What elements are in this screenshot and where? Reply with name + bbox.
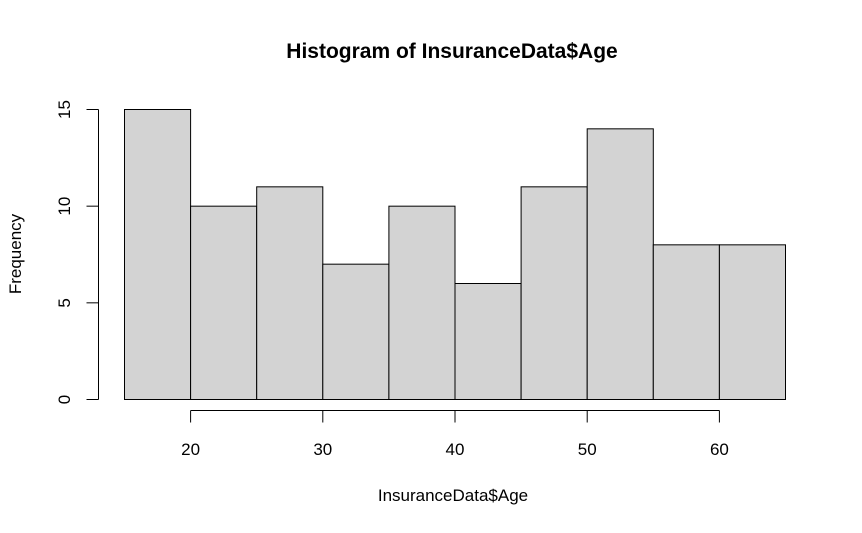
- y-axis-label: Frequency: [6, 213, 25, 294]
- histogram-bar: [718, 244, 787, 400]
- y-axis: 0 5 10 15: [55, 100, 99, 404]
- y-tick-label: 5: [55, 298, 74, 307]
- histogram-bar: [454, 283, 522, 400]
- histogram-bar: [388, 205, 456, 400]
- x-tick-label: 50: [578, 440, 597, 459]
- histogram-bar: [586, 128, 654, 400]
- chart-title: Histogram of InsuranceData$Age: [286, 40, 617, 63]
- x-tick-label: 20: [181, 440, 200, 459]
- histogram-bar: [652, 244, 720, 400]
- bars-group: [124, 109, 787, 400]
- x-axis: 20 30 40 50 60: [181, 410, 729, 459]
- x-axis-label: InsuranceData$Age: [378, 486, 528, 505]
- histogram-bar: [322, 263, 390, 400]
- histogram-bar: [190, 205, 258, 400]
- x-tick-label: 40: [446, 440, 465, 459]
- x-tick-label: 60: [710, 440, 729, 459]
- y-tick-label: 15: [55, 100, 74, 119]
- y-tick-label: 10: [55, 197, 74, 216]
- y-tick-label: 0: [55, 395, 74, 404]
- histogram-bar: [124, 109, 192, 400]
- x-tick-label: 30: [313, 440, 332, 459]
- histogram-bar: [520, 186, 588, 400]
- histogram-bar: [256, 186, 324, 400]
